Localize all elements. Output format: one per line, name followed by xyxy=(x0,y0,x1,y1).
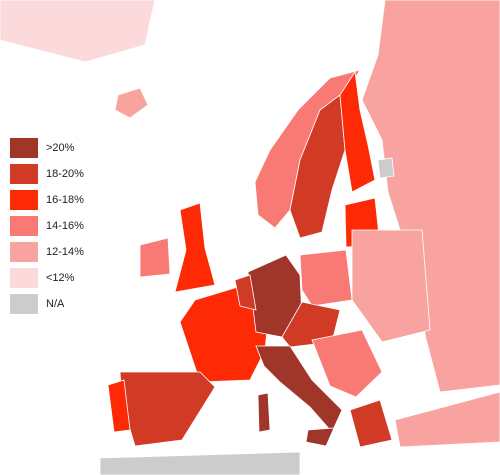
country xyxy=(119,371,216,447)
legend-label: >20% xyxy=(46,142,75,154)
legend-swatch xyxy=(10,216,38,236)
legend-label: 18-20% xyxy=(46,168,84,180)
country xyxy=(394,391,500,448)
country xyxy=(174,202,216,293)
legend-label: 14-16% xyxy=(46,220,84,232)
country xyxy=(349,399,393,448)
country xyxy=(234,274,257,311)
country xyxy=(299,249,353,307)
legend-swatch xyxy=(10,242,38,262)
country xyxy=(114,87,149,119)
country xyxy=(377,157,395,179)
country xyxy=(99,451,301,475)
country xyxy=(257,392,271,433)
country xyxy=(339,70,376,193)
legend-swatch xyxy=(10,268,38,288)
legend-label: 12-14% xyxy=(46,246,84,258)
country xyxy=(139,237,171,278)
legend-swatch xyxy=(10,164,38,184)
country xyxy=(351,229,431,343)
legend-swatch xyxy=(10,190,38,210)
country xyxy=(281,301,341,348)
country xyxy=(107,379,131,433)
legend-label: N/A xyxy=(46,298,65,310)
country xyxy=(305,427,335,447)
country xyxy=(311,329,383,398)
legend-label: 16-18% xyxy=(46,194,84,206)
legend-label: <12% xyxy=(46,272,75,284)
country xyxy=(0,0,156,63)
legend: >20% 18-20% 16-18% 14-16% 12-14% <12% N/A xyxy=(10,138,84,314)
legend-swatch xyxy=(10,294,38,314)
legend-swatch xyxy=(10,138,38,158)
